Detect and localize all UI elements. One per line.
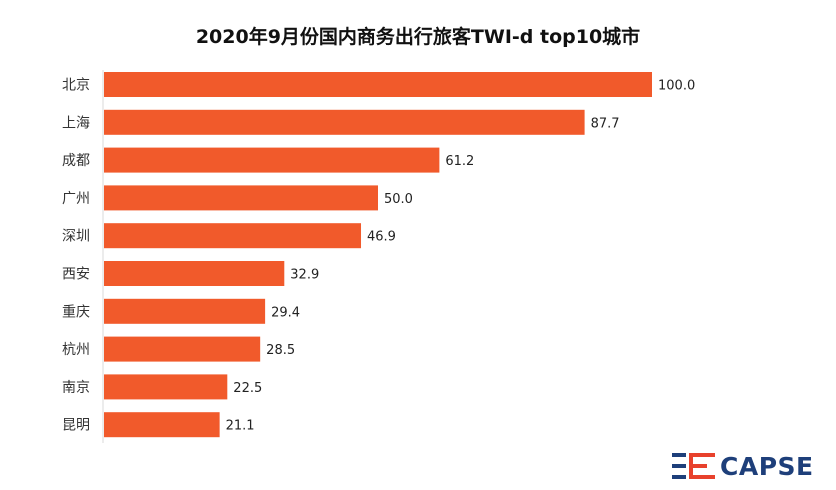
category-label-4: 深圳 xyxy=(62,229,90,245)
value-label-8: 22.5 xyxy=(233,381,262,396)
category-label-8: 南京 xyxy=(62,380,90,396)
logo-text: CAPSE xyxy=(720,451,814,481)
bars-group: 北京 100.0 上海 87.7 成都 61.2 广州 50.0 深圳 46.9 西安 32.9 重庆 2… xyxy=(62,72,695,438)
capse-logo: CAPSE xyxy=(672,450,822,482)
capse-logo-icon xyxy=(672,453,715,479)
bar-5 xyxy=(104,261,285,286)
value-label-1: 87.7 xyxy=(591,116,620,131)
value-label-5: 32.9 xyxy=(290,268,319,283)
bar-0 xyxy=(104,72,652,97)
chart-title: 2020年9月份国内商务出行旅客TWI-d top10城市 xyxy=(195,26,641,48)
value-label-6: 29.4 xyxy=(271,305,300,320)
category-label-0: 北京 xyxy=(62,78,90,94)
bar-8 xyxy=(104,374,228,400)
bar-3 xyxy=(104,185,378,211)
bar-4 xyxy=(104,223,362,249)
bar-1 xyxy=(104,109,585,135)
bar-2 xyxy=(104,147,440,173)
value-label-2: 61.2 xyxy=(445,154,474,169)
category-label-6: 重庆 xyxy=(62,304,90,320)
value-label-7: 28.5 xyxy=(266,343,295,358)
category-label-9: 昆明 xyxy=(62,418,90,434)
bar-7 xyxy=(104,336,261,362)
category-label-5: 西安 xyxy=(62,267,90,283)
value-label-9: 21.1 xyxy=(226,419,255,434)
bar-6 xyxy=(104,298,266,324)
category-label-1: 上海 xyxy=(62,115,90,131)
category-label-3: 广州 xyxy=(62,191,90,207)
value-label-3: 50.0 xyxy=(384,192,413,207)
category-label-7: 杭州 xyxy=(62,342,90,358)
value-label-4: 46.9 xyxy=(367,230,396,245)
bar-9 xyxy=(104,412,220,438)
category-label-2: 成都 xyxy=(62,153,90,169)
value-label-0: 100.0 xyxy=(658,79,695,94)
